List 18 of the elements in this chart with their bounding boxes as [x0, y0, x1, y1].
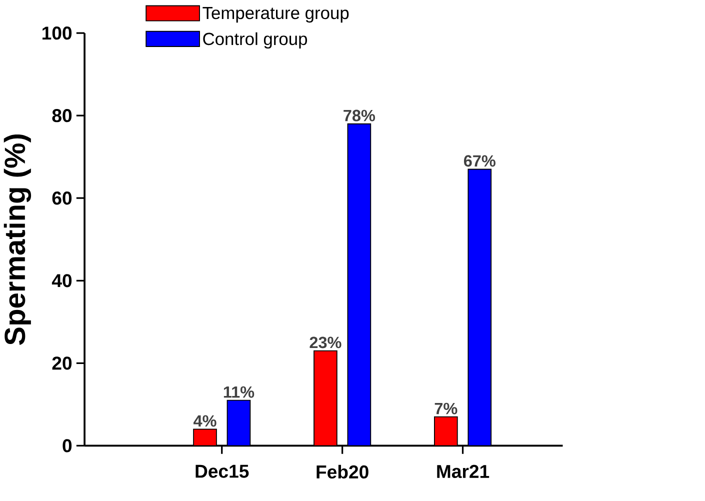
data-label: 4% [194, 415, 216, 426]
data-label: 67% [464, 154, 496, 166]
y-tick-label: 0 [62, 438, 72, 452]
x-tick-label: Dec15 [196, 464, 249, 478]
y-tick-label: 60 [52, 191, 72, 204]
y-axis-title: Spermating (%) [4, 134, 32, 345]
data-label: 11% [224, 386, 254, 398]
data-label: 78% [344, 110, 376, 122]
x-tick-label: Feb20 [316, 464, 368, 478]
data-label: 7% [434, 402, 458, 414]
legend-label: Temperature group [202, 6, 349, 22]
x-tick-label: Mar21 [437, 464, 490, 478]
y-tick-label: 100 [42, 26, 72, 40]
y-tick-label: 20 [52, 356, 72, 370]
data-label: 23% [310, 336, 342, 348]
legend-label: Control group [203, 32, 308, 48]
y-tick-label: 40 [52, 274, 72, 288]
y-tick-label: 80 [52, 108, 72, 122]
